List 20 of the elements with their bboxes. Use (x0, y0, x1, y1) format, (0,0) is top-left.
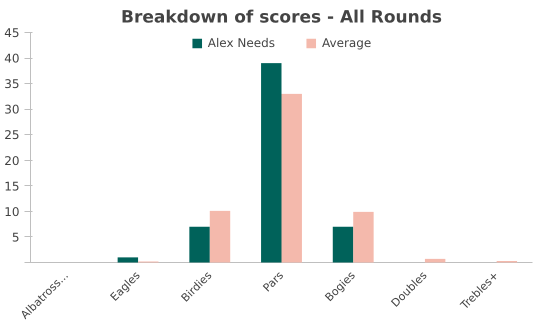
y-tick-label: 5 (12, 230, 20, 244)
y-tick-label: 15 (4, 179, 20, 194)
legend-label: Average (322, 36, 372, 50)
chart-title: Breakdown of scores - All Rounds (120, 8, 442, 28)
bar (118, 257, 138, 262)
bar (424, 258, 446, 262)
bar (353, 212, 374, 262)
bar (282, 94, 302, 262)
y-tick-label: 45 (4, 26, 20, 40)
y-tick-label: 10 (4, 204, 20, 219)
y-tick-label: 25 (4, 128, 20, 142)
y-tick-label: 40 (4, 52, 20, 66)
y-tick-label: 30 (4, 102, 20, 117)
bar (189, 226, 210, 262)
legend-label: Alex Needs (208, 36, 275, 50)
bar (261, 63, 282, 262)
y-tick-label: 35 (4, 77, 20, 92)
bar (332, 226, 354, 262)
y-tick-label: 20 (4, 154, 20, 168)
bar (210, 210, 230, 262)
